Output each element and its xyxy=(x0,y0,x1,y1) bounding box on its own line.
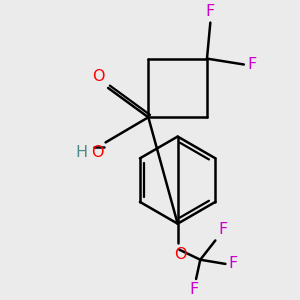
Text: O: O xyxy=(174,247,186,262)
Text: F: F xyxy=(206,4,215,19)
Text: F: F xyxy=(229,256,238,272)
Text: H: H xyxy=(75,145,87,160)
Text: O: O xyxy=(92,69,105,84)
Text: F: F xyxy=(247,57,256,72)
Text: O: O xyxy=(92,145,104,160)
Text: F: F xyxy=(190,282,199,297)
Text: F: F xyxy=(219,222,228,237)
